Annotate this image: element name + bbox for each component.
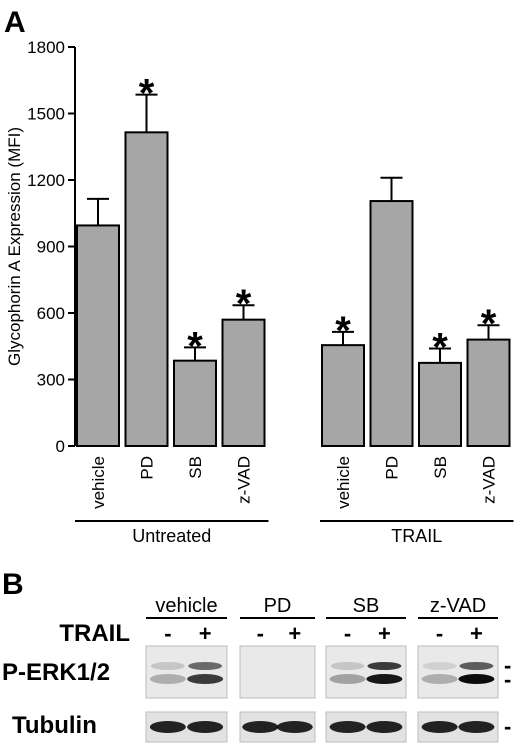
treatment-label: SB bbox=[353, 595, 380, 617]
bar bbox=[418, 361, 462, 447]
bar-chart: 0 300 600 900 1200 1500 1800 Glycophorin A Expr… bbox=[5, 38, 514, 546]
category-label: PD bbox=[383, 456, 402, 480]
western-blot: vehicle- +PD- +SB- +z-VAD- +TRAILP-ERK1/2Tub… bbox=[2, 595, 511, 743]
group-label: Untreated bbox=[132, 526, 211, 546]
perk-blot-box bbox=[417, 645, 499, 699]
panel-b-label: B bbox=[2, 568, 24, 601]
group-label: TRAIL bbox=[391, 526, 442, 546]
significance-star: * bbox=[187, 324, 203, 368]
significance-star: * bbox=[335, 309, 351, 353]
bar bbox=[221, 318, 266, 447]
tubulin-band bbox=[149, 721, 186, 733]
panel-a-label: A bbox=[4, 6, 26, 39]
trail-label: TRAIL bbox=[59, 620, 130, 647]
category-label: vehicle bbox=[89, 456, 108, 509]
perk-blot-box bbox=[145, 645, 228, 699]
bar bbox=[321, 344, 365, 447]
bar bbox=[173, 359, 217, 447]
treatment-label: z-VAD bbox=[430, 595, 486, 617]
tubulin-band bbox=[458, 721, 495, 733]
category-label: z-VAD bbox=[480, 456, 499, 504]
trail-plus: + bbox=[199, 621, 212, 646]
treatment-label: PD bbox=[264, 595, 292, 617]
tubulin-band bbox=[276, 721, 313, 733]
perk-band-upper bbox=[150, 662, 185, 670]
perk-band-upper bbox=[188, 662, 223, 670]
perk-band-upper bbox=[422, 662, 457, 670]
perk-band-lower bbox=[329, 674, 366, 684]
significance-star: * bbox=[236, 282, 252, 326]
y-tick-label: 1800 bbox=[27, 38, 65, 57]
band-marker: - bbox=[504, 714, 511, 739]
y-tick-label: 1200 bbox=[27, 171, 65, 190]
trail-plus: + bbox=[470, 621, 483, 646]
perk-band-lower bbox=[458, 674, 495, 684]
y-tick-label: 300 bbox=[37, 371, 65, 390]
category-label: vehicle bbox=[334, 456, 353, 509]
category-label: SB bbox=[431, 456, 450, 479]
y-tick-label: 600 bbox=[37, 304, 65, 323]
y-tick-label: 900 bbox=[37, 238, 65, 257]
perk-band-lower bbox=[421, 674, 458, 684]
tubulin-band bbox=[187, 721, 224, 733]
trail-minus: - bbox=[257, 621, 264, 646]
y-axis-label: Glycophorin A Expression (MFI) bbox=[5, 127, 24, 366]
category-label: z-VAD bbox=[235, 456, 254, 504]
bar bbox=[76, 224, 120, 447]
bar bbox=[124, 131, 169, 447]
perk-band-upper bbox=[330, 662, 365, 670]
perk-blot-box bbox=[325, 645, 407, 699]
bar bbox=[369, 200, 414, 447]
perk-band-upper bbox=[459, 662, 494, 670]
row-label-tubulin: Tubulin bbox=[12, 712, 97, 739]
category-label: PD bbox=[138, 456, 157, 480]
tubulin-band bbox=[421, 721, 458, 733]
row-label-perk: P-ERK1/2 bbox=[2, 659, 110, 686]
y-tick-label: 1500 bbox=[27, 105, 65, 124]
category-label: SB bbox=[186, 456, 205, 479]
treatment-label: vehicle bbox=[155, 595, 217, 617]
perk-band-lower bbox=[187, 674, 224, 684]
perk-band-upper bbox=[367, 662, 402, 670]
perk-blot-box bbox=[239, 645, 316, 699]
tubulin-band bbox=[242, 721, 279, 733]
band-marker: - bbox=[504, 653, 511, 678]
trail-plus: + bbox=[288, 621, 301, 646]
bar bbox=[466, 338, 511, 448]
band-marker: - bbox=[504, 667, 511, 692]
perk-band-lower bbox=[149, 674, 186, 684]
perk-band-lower bbox=[366, 674, 403, 684]
significance-star: * bbox=[432, 325, 448, 369]
significance-star: * bbox=[481, 302, 497, 346]
significance-star: * bbox=[139, 72, 155, 116]
trail-minus: - bbox=[436, 621, 443, 646]
trail-minus: - bbox=[344, 621, 351, 646]
trail-plus: + bbox=[378, 621, 391, 646]
y-tick-label: 0 bbox=[56, 437, 65, 456]
tubulin-band bbox=[366, 721, 403, 733]
tubulin-band bbox=[329, 721, 366, 733]
trail-minus: - bbox=[164, 621, 171, 646]
